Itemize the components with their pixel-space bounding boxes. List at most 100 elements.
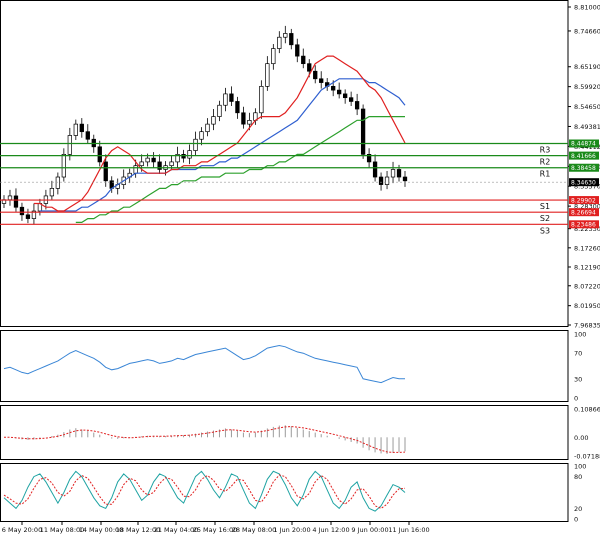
rsi-tick-label: 70 [574, 350, 582, 358]
candle-body [25, 214, 31, 219]
candle-body [241, 112, 246, 125]
time-tick-label: 14 May 00:00 [79, 526, 124, 534]
time-tick-label: 18 May 12:00 [116, 526, 161, 534]
candle-body [181, 154, 186, 159]
time-tick-label: 28 May 08:00 [232, 526, 277, 534]
candle-body [97, 146, 102, 163]
candle-body [61, 154, 67, 178]
candle-body [199, 131, 204, 140]
candle-body [55, 176, 61, 189]
candle-body [390, 169, 396, 178]
price-tick-label: 8.33570 [574, 183, 600, 191]
candle-body [295, 44, 300, 57]
main-panel-frame [0, 0, 569, 327]
sma-red-line [33, 55, 406, 212]
macd-panel: 0.108667 0.00 -0.071888 [0, 405, 600, 460]
time-tick-label: 11 Jun 16:00 [388, 526, 429, 534]
sma-blue-line [39, 78, 406, 212]
stochastic-panel: 100 80 20 0 [0, 463, 586, 524]
pivot-level-price-label: 8.29902 [571, 197, 596, 204]
time-tick-label: 21 May 04:00 [154, 526, 199, 534]
candle-body [271, 48, 276, 65]
price-tick-label: 8.65190 [574, 63, 600, 71]
candle-body [7, 195, 13, 201]
time-tick-label: 1 Jun 20:00 [273, 526, 310, 534]
candle-body [205, 123, 210, 133]
candle-body [193, 138, 198, 151]
candle-body [223, 93, 228, 106]
candle-body [289, 33, 294, 46]
candle-body [384, 176, 390, 185]
price-tick-label: 8.22330 [574, 225, 600, 233]
candle-body [342, 93, 348, 99]
pivot-level-price-box [569, 220, 599, 229]
candle-body [139, 161, 144, 167]
candle-body [372, 161, 378, 178]
time-tick-label: 4 Jun 12:00 [312, 526, 349, 534]
candle-body [283, 33, 288, 38]
stochastic-k-line [3, 470, 406, 512]
pivot-level-name-s1: S1 [540, 202, 550, 211]
candle-body [145, 157, 150, 163]
macd-panel-frame [0, 405, 569, 460]
candle-body [19, 206, 25, 216]
candle-body [307, 63, 312, 72]
rsi-line [3, 344, 405, 384]
pivot-level-name-r3: R3 [540, 145, 551, 154]
pivot-level-name-r2: R2 [540, 158, 551, 167]
time-tick-label: 11 May 08:00 [40, 526, 85, 534]
price-tick-label: 8.12190 [574, 263, 600, 271]
price-tick-label: 8.07220 [574, 282, 600, 290]
price-tick-label: 8.28300 [574, 203, 600, 211]
pivot-level-name-s2: S2 [540, 214, 550, 223]
macd-signal-line [4, 426, 406, 453]
stochastic-tick-label: 80 [574, 473, 582, 481]
candle-body [13, 195, 19, 208]
pivot-level-price-box [569, 151, 599, 160]
stochastic-tick-label: 0 [574, 516, 578, 524]
candle-body [331, 85, 336, 91]
rsi-panel: 100 70 30 0 [0, 330, 586, 403]
candle-body [49, 188, 55, 197]
pivot-level-name-r1: R1 [540, 170, 551, 179]
candle-body [169, 161, 174, 167]
price-tick-label: 7.96835 [574, 322, 600, 330]
candle-body [175, 154, 180, 163]
candle-body [235, 101, 240, 114]
candle-body [157, 161, 162, 170]
candle-body [354, 101, 360, 110]
rsi-tick-label: 100 [574, 331, 586, 339]
candle-body [396, 169, 402, 178]
candle-body [31, 210, 37, 219]
pivot-level-price-label: 8.41666 [571, 153, 596, 160]
price-tick-label: 8.59920 [574, 83, 600, 91]
candle-body [187, 150, 192, 159]
pivot-level-name-s3: S3 [540, 226, 550, 235]
price-tick-label: 8.17260 [574, 244, 600, 252]
candle-body [348, 97, 354, 102]
candle-body [313, 70, 318, 80]
price-tick-label: 8.74660 [574, 27, 600, 35]
price-tick-label: 8.01950 [574, 302, 600, 310]
candle-body [265, 63, 270, 87]
stochastic-panel-frame [0, 463, 569, 522]
price-tick-label: 8.54650 [574, 103, 600, 111]
candle-body [301, 55, 306, 65]
stochastic-d-line [3, 474, 406, 509]
candle-body [360, 108, 366, 155]
pivot-level-price-label: 8.38458 [571, 165, 596, 172]
pivot-level-price-box [569, 208, 599, 217]
candle-body [378, 176, 384, 185]
pivot-level-price-label: 8.44874 [571, 141, 596, 148]
current-price-label: 8.34630 [571, 179, 596, 186]
time-tick-label: 6 May 20:00 [2, 526, 42, 534]
macd-tick-label: 0.108667 [574, 406, 600, 414]
candle-body [319, 78, 324, 83]
rsi-tick-label: 0 [574, 395, 578, 403]
candle-body [85, 131, 90, 140]
candle-body [151, 157, 156, 163]
price-tick-label: 8.81000 [574, 4, 600, 12]
